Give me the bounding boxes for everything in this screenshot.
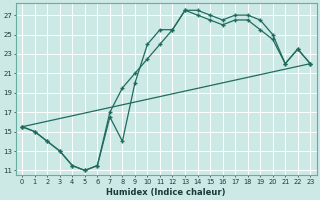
X-axis label: Humidex (Indice chaleur): Humidex (Indice chaleur) <box>107 188 226 197</box>
